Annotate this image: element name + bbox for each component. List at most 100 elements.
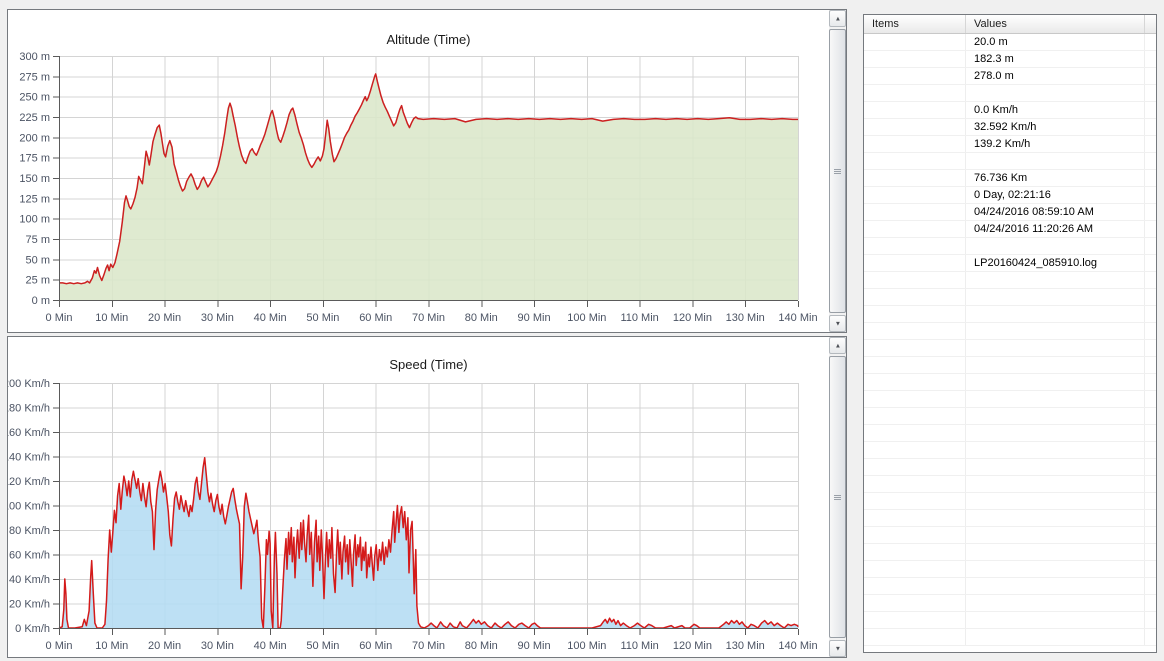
table-row[interactable]: [864, 357, 1156, 374]
item-cell: [864, 476, 966, 492]
scroll-down-button[interactable]: ▼: [829, 640, 846, 657]
value-cell: [966, 323, 1145, 339]
spacer-cell: [1145, 34, 1156, 50]
scroll-up-icon: ▲: [834, 341, 841, 349]
column-header-spacer: [1145, 15, 1156, 33]
spacer-cell: [1145, 476, 1156, 492]
table-row[interactable]: 139.2 Km/h: [864, 136, 1156, 153]
y-tick-label: 0 Km/h: [15, 623, 50, 635]
table-row[interactable]: [864, 289, 1156, 306]
table-row[interactable]: [864, 153, 1156, 170]
spacer-cell: [1145, 391, 1156, 407]
scroll-up-button[interactable]: ▲: [829, 10, 846, 27]
table-row[interactable]: [864, 612, 1156, 629]
value-cell: [966, 306, 1145, 322]
item-cell: [864, 612, 966, 628]
scroll-down-button[interactable]: ▼: [829, 315, 846, 332]
spacer-cell: [1145, 272, 1156, 288]
table-row[interactable]: [864, 476, 1156, 493]
table-row[interactable]: [864, 629, 1156, 646]
spacer-cell: [1145, 51, 1156, 67]
table-row[interactable]: [864, 527, 1156, 544]
altitude-scrollbar[interactable]: ▲ ▼: [829, 10, 846, 332]
table-row[interactable]: LP20160424_085910.log: [864, 255, 1156, 272]
scrollbar-thumb[interactable]: [829, 356, 846, 638]
value-cell: [966, 561, 1145, 577]
item-cell: [864, 68, 966, 84]
table-row[interactable]: 20.0 m: [864, 34, 1156, 51]
value-cell: [966, 238, 1145, 254]
item-cell: [864, 527, 966, 543]
spacer-cell: [1145, 153, 1156, 169]
table-header: Items Values: [864, 15, 1156, 34]
item-cell: [864, 374, 966, 390]
table-row[interactable]: [864, 391, 1156, 408]
scrollbar-grip-icon: [834, 494, 841, 501]
table-row[interactable]: [864, 561, 1156, 578]
spacer-cell: [1145, 221, 1156, 237]
spacer-cell: [1145, 238, 1156, 254]
y-tick-label: 300 m: [19, 51, 50, 63]
series-line: [58, 456, 799, 629]
table-row[interactable]: 32.592 Km/h: [864, 119, 1156, 136]
spacer-cell: [1145, 425, 1156, 441]
column-header-items[interactable]: Items: [864, 15, 966, 33]
speed-chart-plot[interactable]: 0 Km/h 20 Km/h 40 Km/h 60 Km/h 80 Km/h 100 Km…: [8, 337, 828, 656]
value-cell: [966, 408, 1145, 424]
scroll-up-button[interactable]: ▲: [829, 337, 846, 354]
table-row[interactable]: 182.3 m: [864, 51, 1156, 68]
spacer-cell: [1145, 442, 1156, 458]
table-row[interactable]: 76.736 Km: [864, 170, 1156, 187]
y-tick-label: 0 m: [32, 295, 50, 307]
spacer-cell: [1145, 357, 1156, 373]
value-cell: [966, 272, 1145, 288]
spacer-cell: [1145, 102, 1156, 118]
spacer-cell: [1145, 493, 1156, 509]
table-row[interactable]: [864, 459, 1156, 476]
table-row[interactable]: 04/24/2016 11:20:26 AM: [864, 221, 1156, 238]
table-row[interactable]: [864, 323, 1156, 340]
x-tick-label: 30 Min: [201, 640, 234, 652]
table-row[interactable]: 0 Day, 02:21:16: [864, 187, 1156, 204]
table-row[interactable]: [864, 238, 1156, 255]
y-tick-label: 180 Km/h: [8, 403, 50, 415]
altitude-chart-title: Altitude (Time): [386, 32, 471, 47]
spacer-cell: [1145, 374, 1156, 390]
altitude-chart-panel: 0 m 25 m 50 m 75 m 100 m 125 m 150 m 175 m 200 m…: [7, 9, 847, 333]
x-tick-label: 90 Min: [518, 312, 551, 324]
spacer-cell: [1145, 527, 1156, 543]
table-row[interactable]: [864, 374, 1156, 391]
table-row[interactable]: [864, 85, 1156, 102]
item-cell: [864, 408, 966, 424]
table-row[interactable]: [864, 493, 1156, 510]
table-row[interactable]: [864, 340, 1156, 357]
item-cell: [864, 442, 966, 458]
table-row[interactable]: 04/24/2016 08:59:10 AM: [864, 204, 1156, 221]
speed-scrollbar[interactable]: ▲ ▼: [829, 337, 846, 657]
scrollbar-thumb[interactable]: [829, 29, 846, 313]
table-row[interactable]: [864, 544, 1156, 561]
table-row[interactable]: 278.0 m: [864, 68, 1156, 85]
table-row[interactable]: 0.0 Km/h: [864, 102, 1156, 119]
table-row[interactable]: [864, 306, 1156, 323]
table-row[interactable]: [864, 272, 1156, 289]
y-tick-label: 160 Km/h: [8, 427, 50, 439]
table-row[interactable]: [864, 425, 1156, 442]
x-tick-label: 120 Min: [673, 640, 712, 652]
altitude-chart-plot[interactable]: 0 m 25 m 50 m 75 m 100 m 125 m 150 m 175 m 200 m…: [8, 10, 828, 330]
y-tick-label: 50 m: [26, 254, 50, 266]
item-cell: [864, 289, 966, 305]
table-row[interactable]: [864, 442, 1156, 459]
spacer-cell: [1145, 612, 1156, 628]
table-row[interactable]: [864, 578, 1156, 595]
x-tick-label: 30 Min: [201, 312, 234, 324]
x-tick-label: 130 Min: [726, 312, 765, 324]
table-row[interactable]: [864, 510, 1156, 527]
spacer-cell: [1145, 595, 1156, 611]
spacer-cell: [1145, 170, 1156, 186]
table-row[interactable]: [864, 408, 1156, 425]
table-row[interactable]: [864, 595, 1156, 612]
column-header-values[interactable]: Values: [966, 15, 1145, 33]
value-cell: [966, 391, 1145, 407]
value-cell: [966, 425, 1145, 441]
